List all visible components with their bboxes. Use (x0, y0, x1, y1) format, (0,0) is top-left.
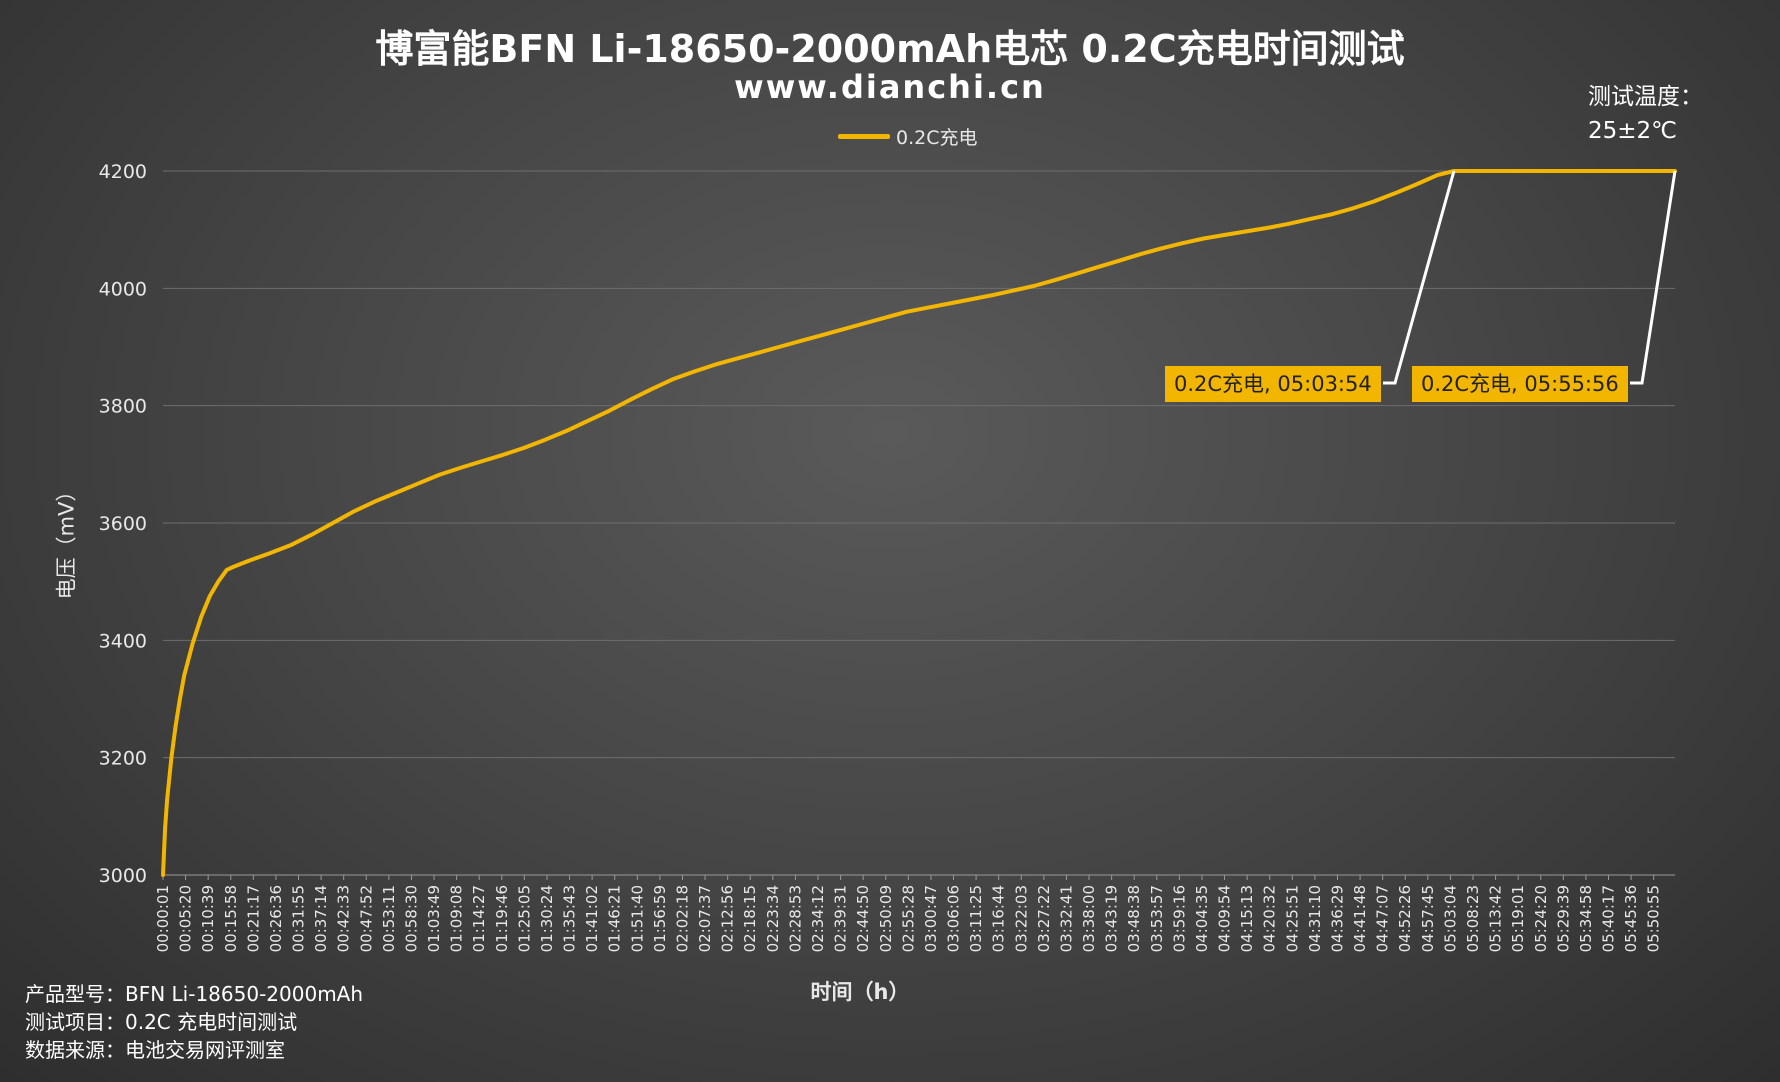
x-tick-label: 00:15:58 (222, 885, 240, 952)
x-tick-label: 00:53:11 (380, 885, 398, 952)
x-tick-label: 01:35:43 (561, 885, 579, 952)
legend: 0.2C充电 (838, 122, 977, 150)
x-tick-label: 05:24:20 (1532, 885, 1550, 952)
x-tick-label: 02:28:53 (786, 885, 804, 952)
x-tick-label: 00:31:55 (290, 885, 308, 952)
footer-source: 数据来源：电池交易网评测室 (25, 1038, 285, 1062)
x-tick-label: 03:43:19 (1103, 885, 1121, 952)
legend-label: 0.2C充电 (896, 126, 978, 149)
x-tick-label: 05:45:36 (1622, 885, 1640, 952)
chart-title: 博富能BFN Li-18650-2000mAh电芯 0.2C充电时间测试 (375, 27, 1405, 71)
x-tick-label: 02:23:34 (764, 885, 782, 952)
x-tick-label: 02:07:37 (696, 885, 714, 952)
legend-swatch (838, 133, 890, 139)
x-tick-label: 05:13:42 (1487, 885, 1505, 952)
callout-label: 0.2C充电, 05:03:54 (1165, 366, 1381, 402)
x-tick-label: 02:18:15 (741, 885, 759, 952)
x-tick-label: 01:46:21 (606, 885, 624, 952)
temperature-value: 25±2℃ (1588, 118, 1678, 144)
temperature-note: 测试温度： 25±2℃ (1588, 80, 1703, 148)
x-tick-label: 04:15:13 (1238, 885, 1256, 952)
footer-info: 产品型号：BFN Li-18650-2000mAh 测试项目：0.2C 充电时间… (25, 980, 363, 1064)
x-tick-label: 01:30:24 (538, 885, 556, 952)
y-tick-label: 3200 (99, 748, 147, 770)
x-tick-label: 00:21:17 (244, 885, 262, 952)
x-tick-label: 01:03:49 (425, 885, 443, 952)
x-tick-label: 02:34:12 (809, 885, 827, 952)
callout-label: 0.2C充电, 05:55:56 (1412, 366, 1628, 402)
x-tick-label: 05:19:01 (1509, 885, 1527, 952)
x-tick-label: 03:38:00 (1080, 885, 1098, 952)
chart-subtitle: www.dianchi.cn (734, 68, 1046, 106)
x-tick-label: 04:09:54 (1216, 885, 1234, 952)
x-tick-label: 04:20:32 (1261, 885, 1279, 952)
y-tick-label: 3000 (99, 865, 147, 887)
x-tick-label: 04:31:10 (1306, 885, 1324, 952)
x-tick-label: 04:57:45 (1419, 885, 1437, 952)
callout-leader (1630, 170, 1677, 385)
x-tick-label: 01:25:05 (515, 885, 533, 952)
x-tick-label: 03:22:03 (1012, 885, 1030, 952)
x-tick-label: 02:02:18 (673, 885, 691, 952)
x-tick-label: 02:39:31 (832, 885, 850, 952)
x-tick-label: 01:14:27 (470, 885, 488, 952)
x-tick-label: 02:12:56 (719, 885, 737, 952)
x-tick-label: 00:10:39 (199, 885, 217, 952)
x-tick-label: 04:04:35 (1193, 885, 1211, 952)
x-tick-label: 05:40:17 (1600, 885, 1618, 952)
x-tick-label: 03:48:38 (1125, 885, 1143, 952)
series-line (161, 169, 1677, 877)
y-tick-label: 4200 (99, 161, 147, 183)
x-tick-label: 00:42:33 (335, 885, 353, 952)
x-tick-label: 03:06:06 (945, 885, 963, 952)
x-tick-label: 00:58:30 (402, 885, 420, 952)
x-tick-label: 02:55:28 (899, 885, 917, 952)
x-tick-label: 03:11:25 (967, 885, 985, 952)
x-tick-label: 04:41:48 (1351, 885, 1369, 952)
x-tick-label: 03:59:16 (1170, 885, 1188, 952)
y-tick-label: 3400 (99, 630, 147, 652)
x-tick-label: 00:37:14 (312, 885, 330, 952)
x-tick-label: 01:19:46 (493, 885, 511, 952)
x-tick-label: 01:51:40 (628, 885, 646, 952)
x-tick-label: 00:26:36 (267, 885, 285, 952)
x-tick-label: 00:47:52 (357, 885, 375, 952)
x-tick-label: 02:50:09 (877, 885, 895, 952)
x-tick-label: 04:36:29 (1328, 885, 1346, 952)
x-tick-label: 04:25:51 (1283, 885, 1301, 952)
x-tick-label: 00:00:01 (154, 885, 172, 952)
x-tick-label: 05:08:23 (1464, 885, 1482, 952)
x-tick-label: 03:32:41 (1057, 885, 1075, 952)
callout-leader (1383, 170, 1456, 385)
x-tick-label: 05:29:39 (1554, 885, 1572, 952)
footer-product: 产品型号：BFN Li-18650-2000mAh (25, 982, 364, 1006)
x-tick-label: 04:47:07 (1374, 885, 1392, 952)
y-tick-label: 3600 (99, 513, 147, 535)
x-tick-label: 05:34:58 (1577, 885, 1595, 952)
x-tick-label: 03:53:57 (1148, 885, 1166, 952)
x-tick-label: 03:27:22 (1035, 885, 1053, 952)
y-tick-label: 3800 (99, 396, 147, 418)
x-tick-label: 03:16:44 (990, 885, 1008, 952)
x-tick-label: 01:56:59 (651, 885, 669, 952)
x-tick-label: 02:44:50 (854, 885, 872, 952)
x-tick-label: 01:41:02 (583, 885, 601, 952)
x-tick-label: 04:52:26 (1396, 885, 1414, 952)
temperature-label: 测试温度： (1588, 84, 1703, 110)
x-tick-label: 05:50:55 (1645, 885, 1663, 952)
x-tick-label: 03:00:47 (922, 885, 940, 952)
x-axis-title: 时间（h） (810, 980, 910, 1004)
x-tick-label: 00:05:20 (177, 885, 195, 952)
x-tick-label: 05:03:04 (1441, 885, 1459, 952)
footer-test-item: 测试项目：0.2C 充电时间测试 (25, 1010, 298, 1034)
x-tick-label: 01:09:08 (448, 885, 466, 952)
y-tick-label: 4000 (99, 278, 147, 300)
